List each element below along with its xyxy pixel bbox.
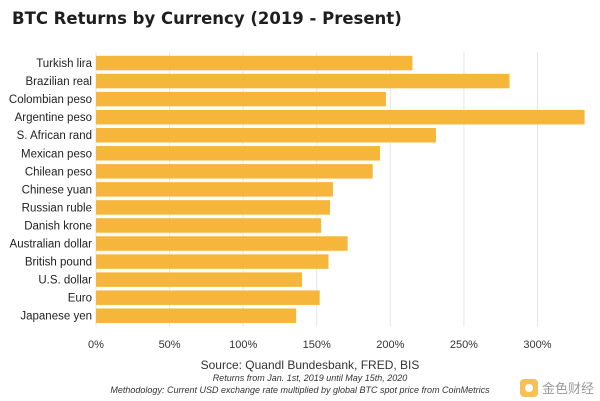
bar: [96, 146, 381, 161]
x-tick-label: 150%: [303, 339, 331, 351]
category-label: Turkish lira: [36, 58, 92, 70]
x-tick-label: 100%: [229, 339, 257, 351]
watermark: 金色财经: [519, 378, 594, 397]
bar: [96, 236, 348, 251]
category-label: Russian ruble: [22, 202, 92, 214]
category-label: Brazilian real: [26, 76, 92, 88]
bar: [96, 73, 510, 89]
bar: [96, 254, 329, 269]
x-tick-labels: 0% 50% 100% 150% 200% 250% 300%: [88, 339, 552, 351]
category-label: U.S. dollar: [38, 275, 92, 287]
date-range-note: Returns from Jan. 1st, 2019 until May 15…: [212, 373, 408, 383]
x-tick-label: 0%: [88, 339, 104, 351]
methodology-note: Methodology: Current USD exchange rate m…: [110, 385, 490, 395]
bar: [96, 290, 320, 305]
category-label: Chilean peso: [25, 166, 92, 178]
category-label: British pound: [25, 257, 92, 269]
category-label: Colombian peso: [9, 94, 92, 106]
category-label: Chinese yuan: [22, 184, 92, 196]
watermark-logo-icon: [519, 378, 538, 397]
x-tick-label: 200%: [376, 339, 404, 351]
bar: [96, 109, 585, 125]
bars: [96, 55, 585, 323]
x-tick-label: 250%: [450, 339, 478, 351]
bar: [96, 218, 322, 233]
category-labels: Turkish lira Brazilian real Colombian peso…: [9, 58, 93, 323]
source-note: Source: Quandl Bundesbank, FRED, BIS: [200, 358, 420, 372]
chart-title: BTC Returns by Currency (2019 - Present): [12, 9, 402, 28]
bar: [96, 182, 333, 197]
category-label: Argentine peso: [15, 112, 92, 124]
category-label: Mexican peso: [21, 148, 92, 160]
bar: [96, 127, 436, 143]
category-label: S. African rand: [17, 130, 92, 142]
bar: [96, 308, 297, 323]
bar: [96, 272, 303, 287]
bar: [96, 55, 413, 71]
x-tick-label: 300%: [523, 339, 551, 351]
x-tick-label: 50%: [159, 339, 181, 351]
category-label: Danish krone: [24, 220, 92, 232]
category-label: Euro: [68, 293, 92, 305]
bar: [96, 164, 373, 179]
watermark-text: 金色财经: [541, 382, 594, 397]
bar: [96, 91, 386, 107]
category-label: Japanese yen: [20, 311, 92, 323]
category-label: Australian dollar: [10, 239, 93, 251]
bar: [96, 200, 330, 215]
